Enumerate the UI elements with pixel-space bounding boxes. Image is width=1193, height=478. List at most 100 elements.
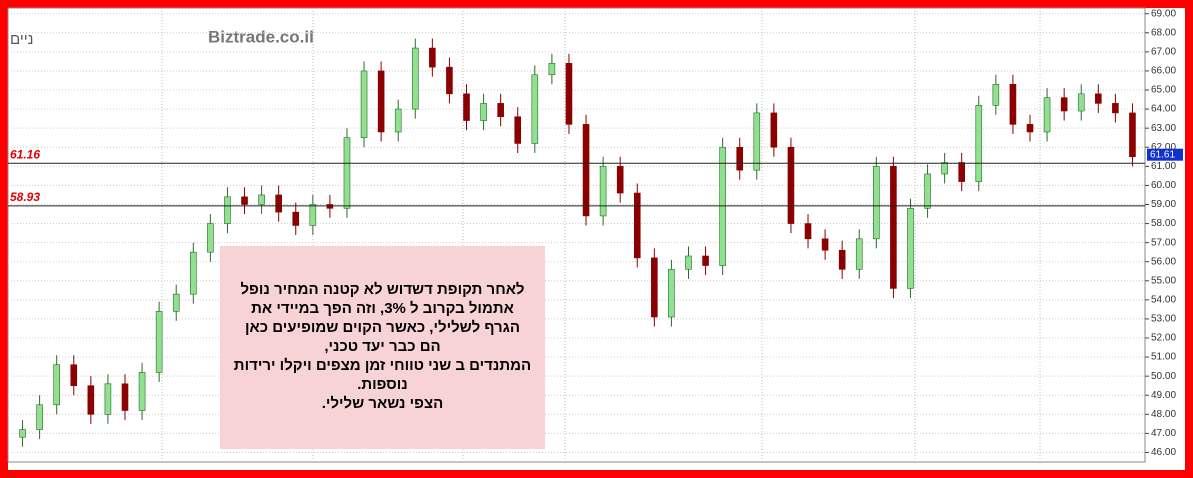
candle-body	[821, 238, 829, 251]
candle-body	[599, 166, 607, 217]
candle-body	[70, 364, 78, 386]
y-tick-label: 65.00	[1151, 85, 1176, 96]
level-label: 61.16	[10, 147, 40, 161]
candle-body	[326, 204, 334, 209]
candle-body	[633, 192, 641, 259]
candle-body	[514, 116, 522, 144]
candle-body	[172, 293, 180, 312]
candle-body	[429, 47, 436, 68]
candle-body	[958, 162, 966, 182]
y-tick-label: 67.00	[1151, 47, 1176, 58]
candle-body	[377, 70, 385, 133]
last-price-label: 61.61	[1150, 149, 1175, 160]
annotation-box: לאחר תקופת דשדוש לא קטנה המחיר נופל אתמול…	[220, 246, 545, 449]
candle-body	[565, 63, 573, 125]
candle-body	[838, 249, 846, 270]
candle-body	[1077, 93, 1085, 112]
level-label: 58.93	[10, 190, 40, 204]
candle-body	[992, 84, 1000, 106]
candle-body	[736, 146, 744, 171]
candle-body	[873, 166, 880, 240]
candle-body	[685, 255, 692, 270]
candle-body	[941, 162, 948, 175]
y-tick-label: 55.00	[1151, 275, 1176, 286]
candle-body	[753, 112, 761, 171]
y-tick-label: 60.00	[1151, 180, 1176, 191]
candle-body	[258, 194, 265, 205]
candle-body	[531, 74, 539, 144]
y-tick-label: 69.00	[1151, 8, 1176, 19]
candle-body	[1112, 103, 1119, 114]
annotation-line: נוספות.	[357, 376, 408, 393]
candle-body	[463, 93, 470, 121]
y-tick-label: 50.00	[1151, 371, 1176, 382]
annotation-line: הם כבר יעד טכני,	[324, 338, 441, 355]
candle-body	[616, 166, 624, 194]
candle-body	[87, 385, 95, 415]
y-tick-label: 61.00	[1151, 161, 1176, 172]
annotation-line: הגרף לשלילי, כאשר הקוים שמופיעים כאן	[245, 319, 520, 336]
candle-body	[497, 103, 504, 118]
candle-body	[411, 47, 419, 110]
annotation-line: לאחר תקופת דשדוש לא קטנה המחיר נופל	[240, 281, 525, 298]
candle-body	[53, 364, 60, 406]
annotation-line: המתנדים ב שני טווחי זמן מצפים ויקלו יריד…	[233, 357, 532, 374]
watermark: Biztrade.co.il	[208, 27, 314, 46]
y-tick-label: 57.00	[1151, 237, 1176, 248]
candle-body	[446, 66, 453, 95]
candle-body	[275, 194, 282, 213]
candle-body	[155, 311, 163, 373]
candle-body	[189, 251, 197, 295]
candle-body	[668, 269, 675, 318]
y-tick-label: 59.00	[1151, 199, 1176, 210]
y-tick-label: 58.00	[1151, 218, 1176, 229]
candle-body	[1026, 124, 1034, 133]
candle-body	[241, 196, 248, 205]
annotation-line: הצפי נשאר שלילי.	[321, 395, 444, 412]
candle-body	[770, 112, 778, 148]
candle-body	[121, 383, 129, 411]
candle-body	[19, 429, 26, 438]
candle-body	[890, 166, 897, 289]
candle-body	[343, 137, 351, 209]
candle-body	[719, 146, 726, 266]
y-tick-label: 62.00	[1151, 142, 1176, 153]
candle-body	[975, 104, 983, 182]
candle-body	[207, 223, 214, 253]
candle-body	[138, 372, 146, 411]
candle-body	[360, 70, 368, 139]
y-tick-label: 52.00	[1151, 333, 1176, 344]
candle-body	[224, 196, 231, 224]
candle-body	[309, 204, 317, 226]
last-price-box	[1147, 148, 1183, 161]
candle-body	[1095, 93, 1102, 104]
y-tick-label: 66.00	[1151, 66, 1176, 77]
candle-body	[1043, 97, 1051, 133]
y-tick-label: 51.00	[1151, 352, 1176, 363]
y-tick-label: 48.00	[1151, 409, 1176, 420]
candle-body	[1009, 84, 1017, 125]
candle-body	[907, 207, 914, 289]
candle-body	[804, 223, 812, 240]
candle-body	[702, 255, 709, 266]
corner-text: ניים	[10, 31, 34, 48]
y-tick-label: 63.00	[1151, 123, 1176, 134]
y-tick-label: 46.00	[1151, 447, 1176, 458]
plot-area	[7, 7, 1146, 463]
candle-body	[394, 108, 402, 133]
y-tick-label: 68.00	[1151, 27, 1176, 38]
annotation-line: אתמול בקרוב ל 3%, וזה הפך במיידי את	[251, 300, 514, 317]
y-tick-label: 56.00	[1151, 256, 1176, 267]
y-tick-label: 53.00	[1151, 314, 1176, 325]
candle-body	[582, 124, 590, 217]
candle-body	[104, 383, 112, 415]
candle-body	[1129, 112, 1136, 158]
candle-body	[787, 146, 795, 224]
candle-body	[292, 211, 300, 226]
y-tick-label: 49.00	[1151, 390, 1176, 401]
candle-body	[36, 404, 43, 430]
candle-body	[924, 173, 931, 209]
